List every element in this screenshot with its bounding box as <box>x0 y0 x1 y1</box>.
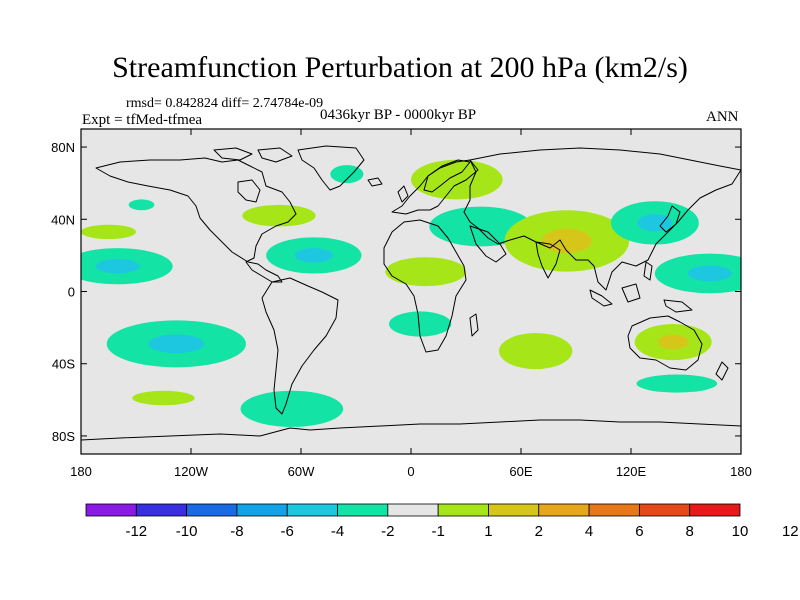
colorbar-label: -2 <box>381 523 394 540</box>
anomaly-core <box>657 334 689 350</box>
lat-tick-label: 80N <box>51 140 75 155</box>
colorbar-swatch <box>186 503 238 517</box>
anomaly-core <box>294 248 333 263</box>
colorbar-label: 6 <box>635 523 643 540</box>
colorbar: -12 -10 -8 -6 -4 -2 -1 1 2 4 6 8 10 12 <box>85 503 799 540</box>
anomaly-region <box>389 311 452 337</box>
colorbar-swatch <box>135 503 188 517</box>
lon-tick-label: 180 <box>70 464 92 479</box>
colorbar-label: 8 <box>686 523 694 540</box>
anomaly-core <box>637 214 673 232</box>
colorbar-swatch <box>488 503 540 517</box>
lat-tick-label: 0 <box>68 285 75 300</box>
period-label: 0436kyr BP - 0000kyr BP <box>320 107 477 123</box>
lon-tick-label: 120W <box>174 464 209 479</box>
colorbar-label: -8 <box>230 523 243 540</box>
lon-tick-label: 60W <box>288 464 315 479</box>
colorbar-label: 4 <box>585 523 593 540</box>
colorbar-label: 10 <box>732 523 749 540</box>
colorbar-label: -4 <box>331 523 344 540</box>
lon-tick-label: 180 <box>730 464 752 479</box>
colorbar-label: 1 <box>484 523 492 540</box>
anomaly-region <box>128 199 155 211</box>
anomaly-region <box>330 165 364 184</box>
plot-title: Streamfunction Perturbation at 200 hPa (… <box>112 51 688 84</box>
anomaly-core <box>541 228 592 254</box>
colorbar-swatch <box>437 503 489 517</box>
colorbar-label: -12 <box>125 523 147 540</box>
lat-tick-label: 40N <box>51 212 75 227</box>
colorbar-label: -1 <box>431 523 444 540</box>
anomaly-core <box>148 334 205 354</box>
anomaly-region <box>636 374 718 393</box>
colorbar-swatch <box>538 503 590 517</box>
lon-tick-label: 60E <box>509 464 532 479</box>
colorbar-swatch <box>85 503 137 517</box>
anomaly-core <box>687 265 732 282</box>
colorbar-label: 12 <box>782 523 799 540</box>
colorbar-swatch <box>387 503 439 517</box>
colorbar-swatch <box>689 503 741 517</box>
colorbar-swatch <box>286 503 338 517</box>
axis-ticks: 180 120W 60W 0 60E 120E 180 80N 40N 0 40S 80S <box>51 129 752 479</box>
lon-tick-label: 120E <box>616 464 647 479</box>
anomaly-region <box>385 257 466 287</box>
colorbar-swatch <box>337 503 389 517</box>
colorbar-swatch <box>638 503 691 517</box>
anomaly-region <box>242 204 316 227</box>
anomaly-region <box>240 390 344 427</box>
anomaly-region <box>411 159 503 200</box>
anomaly-layer <box>81 159 741 427</box>
anomaly-region <box>132 390 195 406</box>
colorbar-label: 2 <box>535 523 543 540</box>
anomaly-region <box>499 333 573 370</box>
experiment-label: Expt = tfMed-tfmea <box>82 112 203 128</box>
colorbar-swatch <box>236 503 288 517</box>
anomaly-region <box>81 224 136 240</box>
coastlines <box>81 145 741 441</box>
stats-line: rmsd= 0.842824 diff= 2.74784e-09 <box>126 96 324 111</box>
lat-tick-label: 80S <box>52 429 75 444</box>
lat-tick-label: 40S <box>52 357 75 372</box>
season-label: ANN <box>706 109 739 125</box>
colorbar-label: -10 <box>176 523 198 540</box>
anomaly-core <box>95 259 140 274</box>
colorbar-swatch <box>588 503 640 517</box>
lon-tick-label: 0 <box>407 464 414 479</box>
colorbar-label: -6 <box>281 523 294 540</box>
